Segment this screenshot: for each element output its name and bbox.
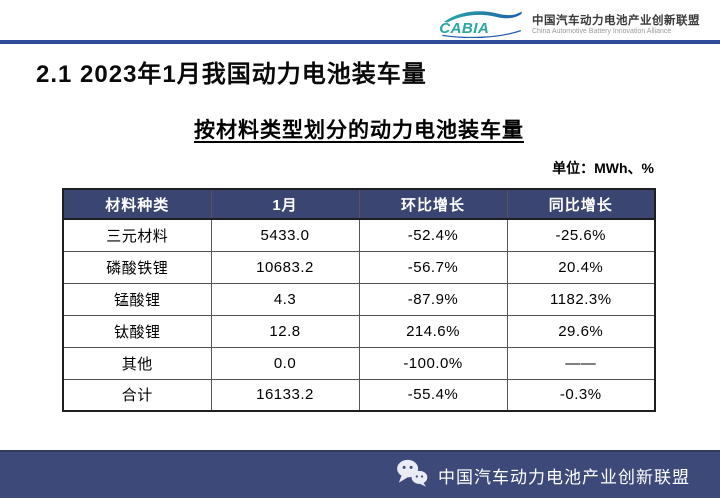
table-row: 三元材料 5433.0 -52.4% -25.6% [62,218,656,252]
table-cell: —— [506,346,656,380]
table-cell: -52.4% [358,218,508,252]
table-cell: -100.0% [358,346,508,380]
unit-label: 单位：MWh、% [552,160,654,176]
table-cell: 5433.0 [210,218,360,252]
footer-org-name: 中国汽车动力电池产业创新联盟 [438,467,690,487]
table-cell: 其他 [62,346,212,380]
column-header-yoy-growth: 同比增长 [506,188,656,220]
table-row-total: 合计 16133.2 -55.4% -0.3% [62,378,656,412]
column-header-january: 1月 [210,188,360,220]
table-cell: 磷酸铁锂 [62,250,212,284]
footer-bar: 中国汽车动力电池产业创新联盟 [0,450,720,498]
table-cell: 4.3 [210,282,360,316]
table-cell: 合计 [62,378,212,412]
svg-text:CABIA: CABIA [439,20,489,37]
table-cell: -55.4% [358,378,508,412]
table-cell: 12.8 [210,314,360,348]
table-row: 其他 0.0 -100.0% —— [62,346,656,380]
table-cell: -0.3% [506,378,656,412]
table-cell: 钛酸锂 [62,314,212,348]
page-title: 2.1 2023年1月我国动力电池装车量 [36,61,427,88]
table-row: 钛酸锂 12.8 214.6% 29.6% [62,314,656,348]
table-cell: -56.7% [358,250,508,284]
cabia-logo-icon: CABIA [436,8,524,43]
table-row: 锰酸锂 4.3 -87.9% 1182.3% [62,282,656,316]
brand-org-name-cn: 中国汽车动力电池产业创新联盟 [532,14,700,27]
table-cell: 0.0 [210,346,360,380]
table-row: 磷酸铁锂 10683.2 -56.7% 20.4% [62,250,656,284]
table-title: 按材料类型划分的动力电池装车量 [194,119,524,142]
table-header-row: 材料种类 1月 环比增长 同比增长 [62,188,656,220]
column-header-mom-growth: 环比增长 [358,188,508,220]
table-cell: 214.6% [358,314,508,348]
table-cell: 1182.3% [506,282,656,316]
column-header-material: 材料种类 [62,188,212,220]
brand-org-name-en: China Automotive Battery Innovation Alli… [532,28,672,36]
table-cell: 20.4% [506,250,656,284]
table-cell: 三元材料 [62,218,212,252]
table-cell: -87.9% [358,282,508,316]
table-cell: 锰酸锂 [62,282,212,316]
table-cell: -25.6% [506,218,656,252]
material-battery-table: 材料种类 1月 环比增长 同比增长 三元材料 5433.0 -52.4% -25… [62,188,656,412]
table-cell: 10683.2 [210,250,360,284]
table-cell: 29.6% [506,314,656,348]
table-cell: 16133.2 [210,378,360,412]
header-divider [0,40,720,44]
brand-block: CABIA 中国汽车动力电池产业创新联盟 China Automotive Ba… [436,8,700,43]
wechat-icon [396,459,428,492]
